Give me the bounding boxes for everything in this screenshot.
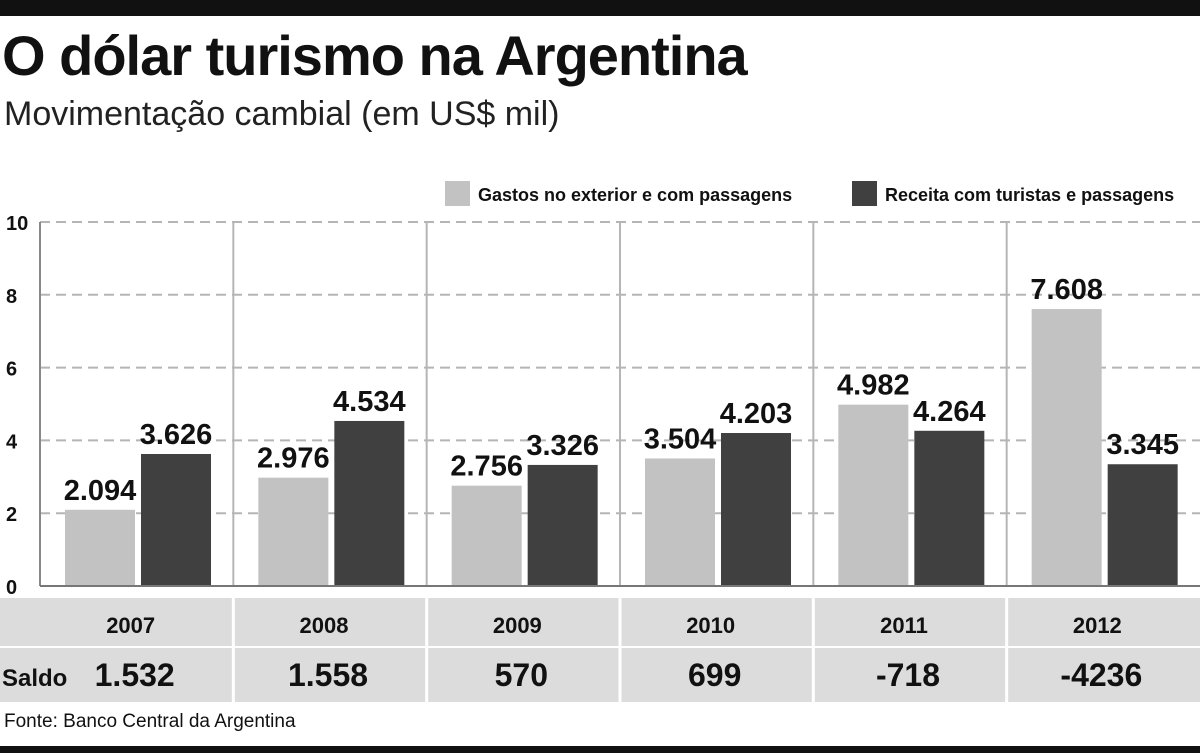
x-tick-label: 2009	[493, 613, 542, 638]
data-label: 2.756	[450, 451, 523, 483]
x-tick-label: 2011	[880, 613, 928, 638]
saldo-value: 1.532	[95, 657, 175, 693]
bar-receita	[1107, 464, 1178, 586]
data-label: 3.326	[526, 430, 599, 462]
data-label: 2.094	[64, 475, 137, 507]
y-tick-label: 2	[6, 504, 17, 526]
bar-gastos	[451, 485, 522, 586]
saldo-row-band	[0, 648, 1200, 702]
y-tick-label: 10	[6, 213, 28, 235]
saldo-value: 1.558	[288, 657, 368, 693]
bar-receita	[334, 420, 405, 586]
legend-swatch	[852, 181, 877, 206]
data-label: 4.534	[333, 386, 406, 418]
x-tick-label: 2008	[300, 613, 349, 638]
data-label: 4.203	[720, 398, 793, 430]
bar-receita	[527, 464, 598, 586]
data-label: 3.504	[644, 423, 717, 455]
bar-gastos	[258, 477, 329, 586]
bar-receita	[914, 430, 985, 586]
bar-gastos	[1031, 309, 1102, 586]
bottom-rule	[0, 746, 1200, 753]
y-tick-label: 4	[6, 431, 18, 453]
bar-gastos	[65, 509, 135, 586]
chart-title: O dólar turismo na Argentina	[2, 24, 748, 87]
source-note: Fonte: Banco Central da Argentina	[4, 711, 296, 732]
bar-gastos	[838, 404, 909, 586]
y-tick-label: 6	[6, 359, 17, 381]
y-tick-label: 0	[6, 577, 17, 599]
data-label: 3.626	[140, 419, 213, 451]
year-row-band	[0, 598, 1200, 646]
legend-swatch	[445, 181, 470, 206]
bar-receita	[721, 433, 791, 586]
legend-label: Gastos no exterior e com passagens	[478, 185, 792, 205]
data-label: 4.264	[913, 396, 986, 428]
bar-receita	[141, 454, 211, 586]
x-tick-label: 2007	[106, 613, 155, 638]
chart-subtitle: Movimentação cambial (em US$ mil)	[4, 95, 560, 133]
saldo-value: 570	[495, 657, 548, 693]
x-tick-label: 2012	[1073, 613, 1122, 638]
saldo-value: -718	[876, 657, 940, 693]
x-tick-label: 2010	[686, 613, 735, 638]
saldo-value: -4236	[1060, 657, 1142, 693]
bar-gastos	[645, 458, 715, 586]
y-tick-label: 8	[6, 286, 17, 308]
data-label: 2.976	[257, 443, 330, 475]
data-label: 3.345	[1106, 429, 1179, 461]
saldo-label: Saldo	[2, 665, 67, 692]
top-rule	[0, 0, 1200, 16]
data-label: 7.608	[1030, 274, 1103, 306]
legend-label: Receita com turistas e passagens	[885, 185, 1174, 205]
data-label: 4.982	[837, 370, 910, 402]
saldo-value: 699	[688, 657, 741, 693]
